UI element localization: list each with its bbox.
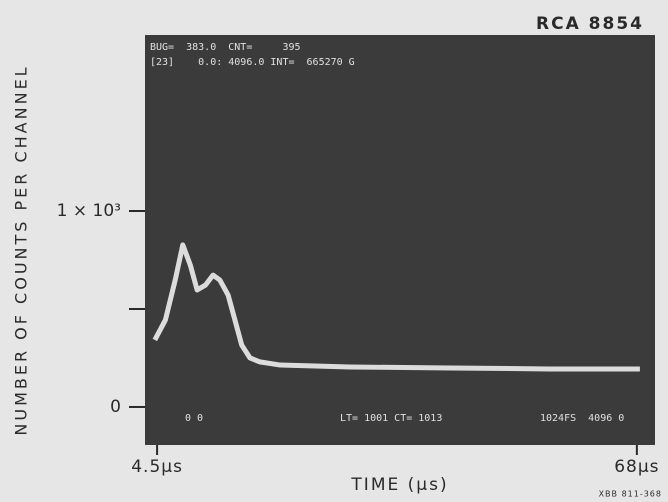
- display-readout: 0 0: [185, 413, 203, 424]
- y-tick-label: 0: [110, 397, 121, 417]
- plot-area: [145, 35, 655, 445]
- y-tick-label: 1 × 10³: [57, 201, 121, 221]
- x-tick-label: 4.5μs: [131, 457, 183, 477]
- trace: [152, 242, 640, 372]
- footnote: XBB 811-368: [599, 490, 662, 499]
- chart-title: RCA 8854: [536, 14, 644, 34]
- display-readout: LT= 1001 CT= 1013: [340, 413, 442, 424]
- x-axis-label: TIME (μs): [350, 475, 448, 495]
- display-readout: BUG= 383.0 CNT= 395: [150, 42, 301, 53]
- display-readout: 1024FS 4096 0: [540, 413, 624, 424]
- x-tick-label: 68μs: [614, 457, 659, 477]
- y-axis-label: NUMBER OF COUNTS PER CHANNEL: [12, 64, 31, 435]
- display-readout: [23] 0.0: 4096.0 INT= 665270 G: [150, 57, 355, 68]
